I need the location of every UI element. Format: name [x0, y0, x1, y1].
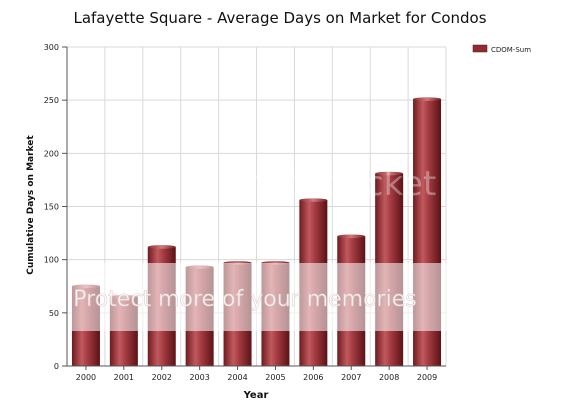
x-tick-label: 2001 [114, 373, 134, 382]
bar-cap [413, 97, 442, 101]
legend: CDOM-Sum [472, 44, 531, 54]
x-tick-label: 2000 [76, 373, 96, 382]
y-tick-label: 250 [44, 96, 59, 105]
watermark-brand: photobucket [224, 164, 437, 204]
x-tick-label: 2005 [265, 373, 285, 382]
x-tick-label: 2002 [152, 373, 172, 382]
bar-cap [337, 234, 366, 239]
y-tick-label: 300 [44, 43, 59, 52]
bar-cap [375, 171, 404, 176]
y-tick-label: 200 [44, 149, 59, 158]
watermark-stripe [62, 263, 447, 331]
watermark-tagline: Protect more of your memories [73, 287, 416, 312]
x-tick-label: 2009 [417, 373, 437, 382]
y-tick-label: 100 [44, 256, 59, 265]
x-tick-label: 2003 [189, 373, 209, 382]
bar-cap [299, 198, 328, 202]
x-tick-label: 2007 [341, 373, 361, 382]
watermark: Protect more of your memories photobucke… [62, 164, 447, 331]
legend-swatch [472, 44, 488, 53]
x-tick-label: 2006 [303, 373, 323, 382]
chart-title: Lafayette Square - Average Days on Marke… [73, 9, 486, 27]
x-axis-label: Year [243, 390, 269, 401]
x-tick-label: 2008 [379, 373, 399, 382]
bar-cap [147, 245, 176, 249]
x-tick-label: 2004 [227, 373, 247, 382]
y-tick-label: 50 [49, 309, 59, 318]
legend-label: CDOM-Sum [491, 46, 531, 54]
y-tick-label: 150 [44, 203, 59, 212]
axes-layer: 0 50 100 150 200 250 300 2000 2001 2002 2003 2004 20… [44, 43, 446, 382]
y-axis-label: Cumulative Days on Market [26, 135, 36, 275]
y-tick-label: 0 [54, 362, 59, 371]
